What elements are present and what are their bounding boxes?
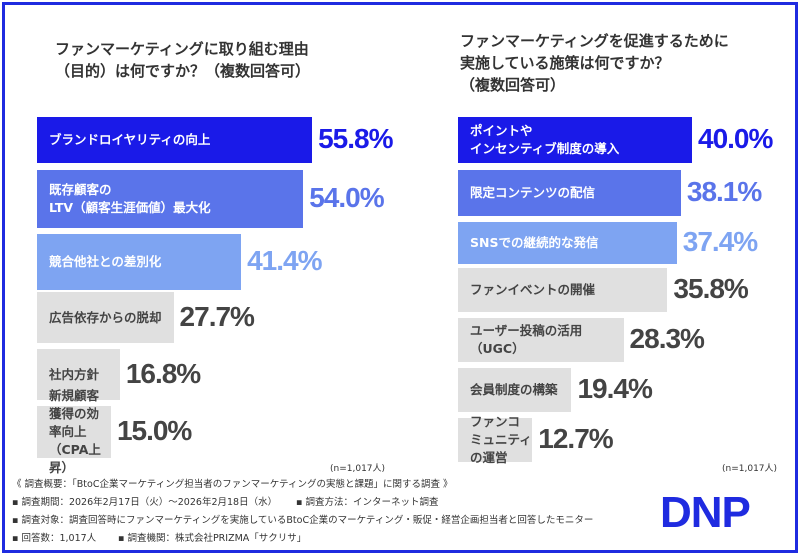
bar-value-label: 40.0% (698, 123, 773, 154)
bar: ブランドロイヤリティの向上 (37, 117, 313, 163)
bar: SNSでの継続的な発信 (458, 222, 677, 264)
left-chart-title: ファンマーケティングに取り組む理由 （目的）は何ですか？（複数回答可） (55, 40, 311, 80)
bar-category-label: 会員制度の構築 (470, 382, 558, 397)
bar-category-label: 新規顧客獲得の効率向上（CPA上昇） (49, 388, 101, 475)
bar-value-label: 38.1% (686, 176, 762, 207)
bar-value-label: 15.0% (116, 415, 192, 446)
survey-target: ▪ 調査対象：調査回答時にファンマーケティングを実施しているBtoC企業のマーケ… (12, 515, 594, 526)
bar-value-label: 27.7% (179, 300, 255, 332)
bar: 限定コンテンツの配信 (458, 170, 681, 216)
bar-category-label: SNSでの継続的な発信 (470, 235, 599, 250)
survey-period: ▪ 調査期間：2026年2月17日（火）～2026年2月18日（水） (12, 497, 278, 508)
respondent-count: ▪ 回答数：1,017人 (12, 533, 97, 544)
bar-value-label: 37.4% (682, 226, 758, 257)
bar-category-label: 限定コンテンツの配信 (470, 185, 596, 200)
bar-value-label: 54.0% (309, 182, 384, 213)
bar: 競合他社との差別化 (37, 234, 242, 290)
bar: ポイントや インセンティブ制度の導入 (458, 117, 692, 163)
bar-value-label: 28.3% (629, 323, 705, 354)
bar-value-label: 12.7% (538, 423, 613, 454)
bar-category-label: ファンイベントの開催 (470, 282, 596, 297)
right-sample-note: (n=1,017人) (722, 464, 778, 474)
bar-category-label: 競合他社との差別化 (49, 254, 162, 269)
survey-summary: 《 調査概要：「BtoC企業マーケティング担当者のファンマーケティングの実態と課… (12, 479, 453, 490)
bar: 広告依存からの脱却 (37, 292, 174, 343)
bar-value-label: 41.4% (247, 245, 322, 276)
bar: 新規顧客獲得の効率向上（CPA上昇） (37, 388, 111, 475)
bar-category-label: ファンコミュニティの運営 (470, 414, 532, 465)
left-sample-note: (n=1,017人) (330, 464, 386, 474)
bar: ファンコミュニティの運営 (458, 414, 533, 465)
bar-value-label: 35.8% (673, 273, 748, 304)
bar-value-label: 19.4% (577, 373, 652, 404)
bar-category-label: ブランドロイヤリティの向上 (49, 132, 211, 147)
dnp-logo: DNP (660, 488, 751, 537)
bar: 社内方針 (37, 349, 120, 400)
right-chart-title: ファンマーケティングを促進するために 実施している施策は何ですか？ （複数回答可… (460, 32, 729, 94)
bar-category-label: 既存顧客の LTV（顧客生涯価値）最大化 (49, 182, 211, 215)
bar-category-label: 社内方針 (49, 366, 100, 382)
bar: ユーザー投稿の活用（UGC） (458, 318, 624, 362)
bar: 会員制度の構築 (458, 368, 572, 412)
bar-category-label: ユーザー投稿の活用（UGC） (470, 323, 583, 356)
bar: ファンイベントの開催 (458, 268, 668, 312)
survey-agency: ▪ 調査機関：株式会社PRIZMA「サクリサ」 (118, 533, 307, 544)
bar-category-label: ポイントや インセンティブ制度の導入 (470, 123, 620, 156)
bar-value-label: 55.8% (318, 123, 393, 154)
bar: 既存顧客の LTV（顧客生涯価値）最大化 (37, 170, 304, 228)
survey-method: ▪ 調査方法：インターネット調査 (296, 497, 439, 508)
bar-value-label: 16.8% (125, 357, 201, 389)
bar-category-label: 広告依存からの脱却 (49, 309, 162, 325)
